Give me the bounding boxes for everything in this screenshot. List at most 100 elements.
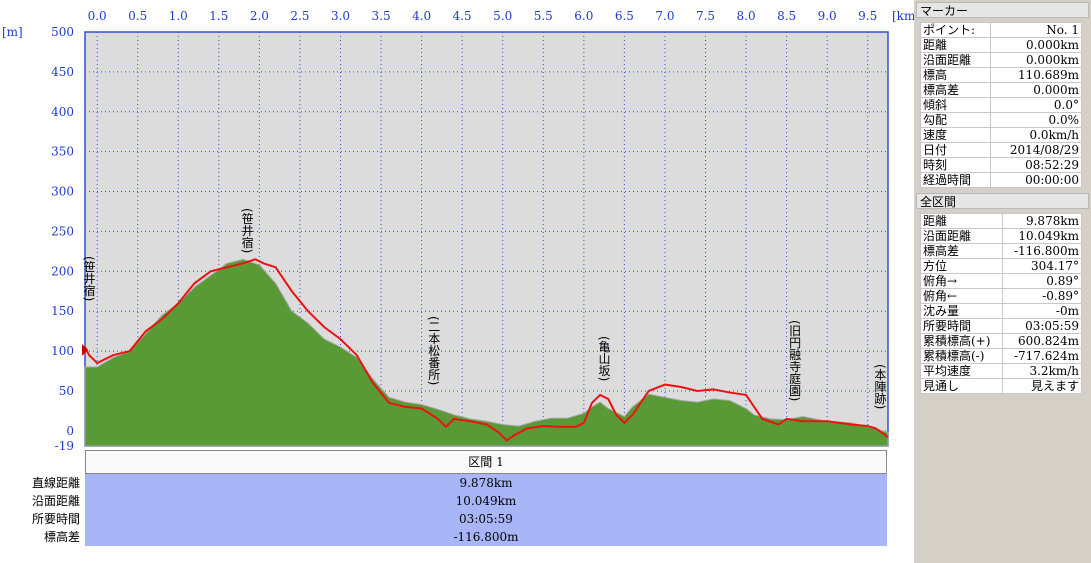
- section-table: 距離 9.878km 沿面距離 10.049km 標高差 -116.800m 方位 304.1…: [920, 213, 1083, 394]
- marker-table: ポイント: No. 1 距離 0.000km 沿面距離 0.000km 標高 110.689m…: [920, 22, 1083, 188]
- panel-label: 俯角→: [920, 273, 1003, 289]
- panel-label: 速度: [920, 127, 991, 143]
- summary-value: 9.878km: [85, 474, 887, 492]
- panel-value: 10.049km: [1001, 228, 1083, 244]
- waypoint-label: (本陣跡): [873, 364, 887, 409]
- panel-value: 0.000km: [989, 37, 1083, 53]
- y-tick-label: 0: [66, 424, 74, 438]
- waypoint-label: (亀山坂): [597, 336, 611, 381]
- y-tick-label: 150: [51, 304, 74, 318]
- y-tick-label: 50: [59, 384, 74, 398]
- x-tick-label: 9.0: [818, 9, 837, 23]
- summary-value: 03:05:59: [85, 510, 887, 528]
- panel-value: 0.000km: [989, 52, 1083, 68]
- panel-row: 方位 304.17°: [920, 258, 1083, 274]
- summary-row: 直線距離 9.878km: [0, 474, 890, 492]
- panel-value: 00:00:00: [989, 172, 1083, 188]
- summary-label: 標高差: [43, 530, 80, 544]
- terrain-area: [84, 258, 889, 447]
- x-tick-label: 7.0: [655, 9, 674, 23]
- y-unit-label: [m]: [2, 25, 23, 39]
- x-tick-label: 2.5: [290, 9, 309, 23]
- panel-value: 08:52:29: [989, 157, 1083, 173]
- panel-label: 累積標高(+): [920, 333, 1003, 349]
- start-marker-icon[interactable]: [82, 344, 88, 356]
- panel-row: 沿面距離 0.000km: [920, 52, 1083, 68]
- panel-value: 2014/08/29: [989, 142, 1083, 158]
- panel-label: 時刻: [920, 157, 991, 173]
- panel-row: 距離 0.000km: [920, 37, 1083, 53]
- panel-value: 見えます: [1001, 378, 1083, 394]
- x-unit-label: [km]: [892, 9, 914, 23]
- waypoint-label: (旧円融寺庭園): [788, 320, 802, 401]
- panel-label: ポイント:: [920, 22, 991, 38]
- waypoint-label: (笹井宿): [82, 256, 96, 301]
- section-header[interactable]: 区間 1: [85, 450, 887, 474]
- panel-row: 俯角→ 0.89°: [920, 273, 1083, 289]
- panel-label: 見通し: [920, 378, 1003, 394]
- summary-row: 沿面距離 10.049km: [0, 492, 890, 510]
- panel-value: -717.624m: [1001, 348, 1083, 364]
- panel-value: 600.824m: [1001, 333, 1083, 349]
- panel-value: 0.0°: [989, 97, 1083, 113]
- x-tick-label: 4.5: [453, 9, 472, 23]
- track-line: [84, 258, 889, 442]
- y-tick-label: 250: [51, 224, 74, 238]
- y-tick-label: 300: [51, 185, 74, 199]
- x-tick-label: 0.0: [88, 9, 107, 23]
- panel-value: -0.89°: [1001, 288, 1083, 304]
- x-tick-label: 6.0: [574, 9, 593, 23]
- x-tick-label: 8.5: [777, 9, 796, 23]
- panel-label: 俯角←: [920, 288, 1003, 304]
- panel-label: 傾斜: [920, 97, 991, 113]
- panel-row: 経過時間 00:00:00: [920, 172, 1083, 188]
- x-tick-label: 5.0: [493, 9, 512, 23]
- x-tick-label: 0.5: [128, 9, 147, 23]
- x-tick-label: 7.5: [696, 9, 715, 23]
- panel-label: 日付: [920, 142, 991, 158]
- panel-row: 累積標高(+) 600.824m: [920, 333, 1083, 349]
- panel-value: 110.689m: [989, 67, 1083, 83]
- panel-label: 標高差: [920, 82, 991, 98]
- x-tick-label: 3.5: [372, 9, 391, 23]
- summary-label: 所要時間: [31, 512, 80, 526]
- panel-label: 所要時間: [920, 318, 1003, 334]
- x-tick-label: 2.0: [250, 9, 269, 23]
- summary-row: 所要時間 03:05:59: [0, 510, 890, 528]
- panel-label: 勾配: [920, 112, 991, 128]
- panel-row: 沈み量 -0m: [920, 303, 1083, 319]
- panel-label: 沿面距離: [920, 52, 991, 68]
- panel-label: 距離: [920, 213, 1003, 229]
- x-tick-label: 6.5: [615, 9, 634, 23]
- panel-row: 標高 110.689m: [920, 67, 1083, 83]
- panel-label: 経過時間: [920, 172, 991, 188]
- panel-value: 0.0km/h: [989, 127, 1083, 143]
- x-tick-label: 3.0: [331, 9, 350, 23]
- panel-label: 累積標高(-): [920, 348, 1003, 364]
- panel-value: 03:05:59: [1001, 318, 1083, 334]
- panel-row: ポイント: No. 1: [920, 22, 1083, 38]
- panel-label: 平均速度: [920, 363, 1003, 379]
- panel-row: 俯角← -0.89°: [920, 288, 1083, 304]
- panel-value: No. 1: [989, 22, 1083, 38]
- section-panel-title[interactable]: 全区間: [916, 193, 1089, 209]
- panel-row: 傾斜 0.0°: [920, 97, 1083, 113]
- panel-row: 所要時間 03:05:59: [920, 318, 1083, 334]
- panel-label: 沿面距離: [920, 228, 1003, 244]
- panel-value: 304.17°: [1001, 258, 1083, 274]
- marker-panel-title[interactable]: マーカー: [916, 2, 1089, 18]
- panel-row: 距離 9.878km: [920, 213, 1083, 229]
- x-tick-label: 8.0: [737, 9, 756, 23]
- panel-row: 標高差 -116.800m: [920, 243, 1083, 259]
- panel-value: 0.0%: [989, 112, 1083, 128]
- x-tick-label: 9.5: [858, 9, 877, 23]
- x-tick-label: 5.5: [534, 9, 553, 23]
- panel-label: 距離: [920, 37, 991, 53]
- elevation-chart[interactable]: 0.0 0.5 1.0 1.5 2.0 2.5 3.0 3.5 4.0 4.5 5.0 5.5 6.0 6…: [0, 0, 914, 450]
- panel-label: 標高差: [920, 243, 1003, 259]
- panel-value: -0m: [1001, 303, 1083, 319]
- panel-row: 沿面距離 10.049km: [920, 228, 1083, 244]
- x-tick-label: 1.0: [169, 9, 188, 23]
- y-tick-label: 350: [51, 145, 74, 159]
- x-tick-label: 4.0: [412, 9, 431, 23]
